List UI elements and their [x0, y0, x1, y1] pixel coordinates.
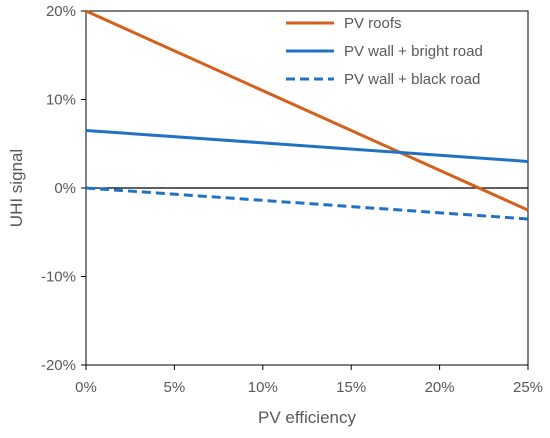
y-tick-label: 0%: [54, 180, 76, 197]
series-line-pv-wall-black-road: [85, 186, 529, 221]
axes-layer: [85, 10, 529, 366]
x-tick-label: 5%: [164, 379, 186, 396]
series-layer: [85, 9, 529, 221]
x-tick-label: 0%: [75, 379, 97, 396]
x-tick-label: 20%: [425, 379, 455, 396]
x-tick-label: 15%: [336, 379, 366, 396]
y-tick-label: 20%: [46, 3, 76, 20]
y-axis-title: UHI signal: [7, 149, 26, 227]
x-tick-label: 25%: [513, 379, 543, 396]
y-tick-label: -10%: [41, 269, 76, 286]
x-axis-title: PV efficiency: [258, 408, 356, 427]
legend: PV roofs PV wall + bright road PV wall + b…: [286, 15, 483, 88]
legend-label: PV roofs: [344, 15, 402, 32]
legend-label: PV wall + bright road: [344, 43, 483, 60]
series-line-pv-roofs: [85, 9, 529, 212]
x-tick-label: 10%: [248, 379, 278, 396]
ticks-layer: -20% -10% 0% 10% 20% 0% 5% 10% 15% 20% 25%: [41, 3, 543, 396]
series-line-pv-wall-bright-road: [85, 128, 529, 163]
y-tick-label: 10%: [46, 92, 76, 109]
y-tick-label: -20%: [41, 357, 76, 374]
legend-label: PV wall + black road: [344, 71, 480, 88]
